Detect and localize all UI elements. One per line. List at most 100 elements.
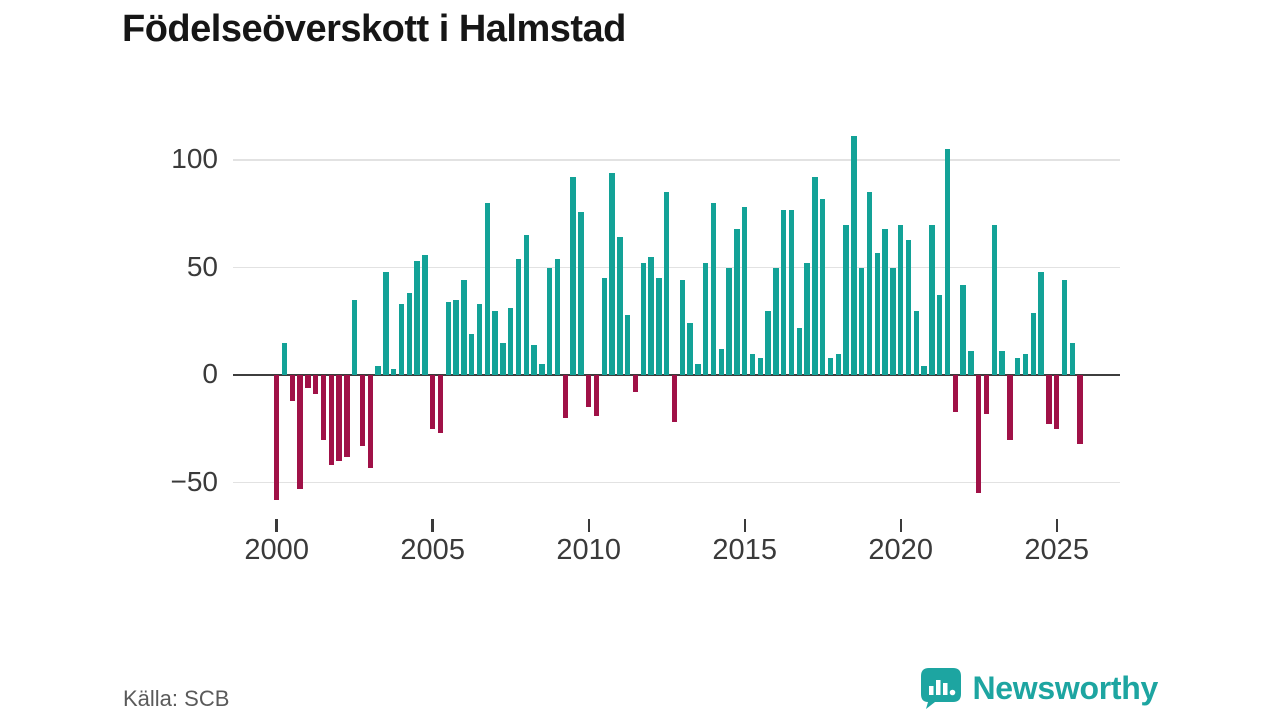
- bar-negative: [437, 375, 444, 433]
- x-axis-label: 2005: [400, 534, 465, 566]
- x-axis-tick: [1055, 519, 1058, 532]
- x-axis-tick: [899, 519, 902, 532]
- bar-positive: [391, 368, 397, 375]
- x-axis-tick: [275, 519, 278, 532]
- bar-positive: [788, 209, 795, 375]
- bar-negative: [359, 375, 366, 446]
- bar-negative: [336, 375, 342, 461]
- bar-positive: [851, 136, 857, 375]
- bar-positive: [398, 304, 405, 376]
- bar-positive: [492, 310, 498, 375]
- y-axis-label: 100: [171, 143, 218, 174]
- bar-positive: [796, 327, 802, 375]
- bar-positive: [531, 344, 537, 375]
- bar-positive: [859, 267, 865, 375]
- bar-positive: [929, 224, 935, 375]
- bar-positive: [484, 203, 490, 375]
- bar-negative: [586, 375, 592, 408]
- x-axis-label: 2020: [868, 534, 933, 566]
- bar-negative: [313, 375, 319, 395]
- bar-positive: [734, 228, 740, 375]
- bar-positive: [804, 263, 810, 375]
- bar-positive: [469, 334, 475, 376]
- bar-positive: [944, 149, 951, 376]
- bar-positive: [648, 256, 654, 376]
- bar-positive: [539, 364, 545, 376]
- bar-positive: [882, 228, 888, 375]
- bar-positive: [1061, 280, 1068, 375]
- bar-negative: [297, 375, 303, 489]
- bar-positive: [898, 224, 904, 375]
- x-axis-label: 2025: [1024, 534, 1089, 566]
- bar-negative: [1054, 375, 1060, 429]
- bar-positive: [547, 267, 553, 375]
- newsworthy-logo: Newsworthy: [919, 666, 1159, 710]
- x-axis-label: 2010: [556, 534, 621, 566]
- bar-positive: [765, 310, 771, 375]
- bar-positive: [554, 258, 561, 375]
- bar-positive: [890, 267, 896, 375]
- bar-positive: [960, 284, 966, 375]
- bar-negative: [1077, 375, 1083, 444]
- bar-positive: [781, 209, 787, 375]
- bar-positive: [375, 366, 381, 375]
- bar-positive: [773, 267, 779, 375]
- bar-negative: [305, 375, 311, 388]
- bar-positive: [703, 263, 709, 375]
- bar-negative: [289, 375, 295, 401]
- bar-positive: [523, 235, 529, 376]
- bar-positive: [500, 342, 506, 376]
- bar-positive: [835, 353, 841, 375]
- bar-positive: [679, 280, 685, 375]
- bar-negative: [344, 375, 350, 457]
- newsworthy-chart-bubble-icon: [920, 668, 961, 709]
- bar-positive: [1030, 312, 1036, 375]
- x-axis-label: 2015: [712, 534, 777, 566]
- bar-positive: [937, 295, 943, 375]
- bar-positive: [453, 299, 459, 376]
- bar-positive: [687, 323, 693, 375]
- source-label: Källa: SCB: [123, 686, 230, 711]
- bar-positive: [1069, 342, 1075, 376]
- bar-positive: [749, 353, 756, 375]
- bar-positive: [812, 177, 818, 375]
- bar-positive: [406, 293, 412, 375]
- bar-positive: [968, 351, 974, 375]
- bar-positive: [578, 211, 584, 375]
- bar-positive: [609, 172, 615, 375]
- gridline: [233, 159, 1120, 161]
- bar-positive: [352, 299, 358, 376]
- bar-positive: [414, 261, 420, 375]
- bar-positive: [515, 258, 522, 375]
- bar-positive: [913, 310, 919, 375]
- bar-positive: [601, 278, 607, 376]
- gridline: [233, 481, 1120, 484]
- bar-negative: [976, 375, 982, 494]
- bar-negative: [593, 375, 600, 416]
- bar-positive: [656, 278, 662, 376]
- bar-negative: [671, 375, 678, 423]
- bar-positive: [1022, 353, 1029, 375]
- bar-positive: [383, 271, 389, 375]
- x-axis-tick: [743, 519, 746, 532]
- bar-positive: [422, 254, 428, 375]
- y-axis-label: −50: [170, 465, 219, 497]
- bar-positive: [1015, 357, 1021, 375]
- bar-negative: [328, 375, 334, 466]
- bar-positive: [508, 308, 514, 375]
- bar-positive: [905, 239, 912, 375]
- bar-negative: [320, 375, 327, 440]
- bar-positive: [1038, 271, 1044, 375]
- bar-negative: [983, 375, 990, 414]
- bar-positive: [445, 301, 451, 375]
- bar-positive: [570, 177, 576, 375]
- newsworthy-wordmark: Newsworthy: [972, 669, 1159, 706]
- plot-area: [233, 130, 1120, 530]
- bar-positive: [640, 263, 646, 375]
- bar-negative: [1007, 375, 1013, 440]
- bar-positive: [710, 203, 717, 375]
- bar-negative: [632, 375, 639, 393]
- bar-positive: [866, 192, 873, 376]
- bar-negative: [430, 375, 436, 429]
